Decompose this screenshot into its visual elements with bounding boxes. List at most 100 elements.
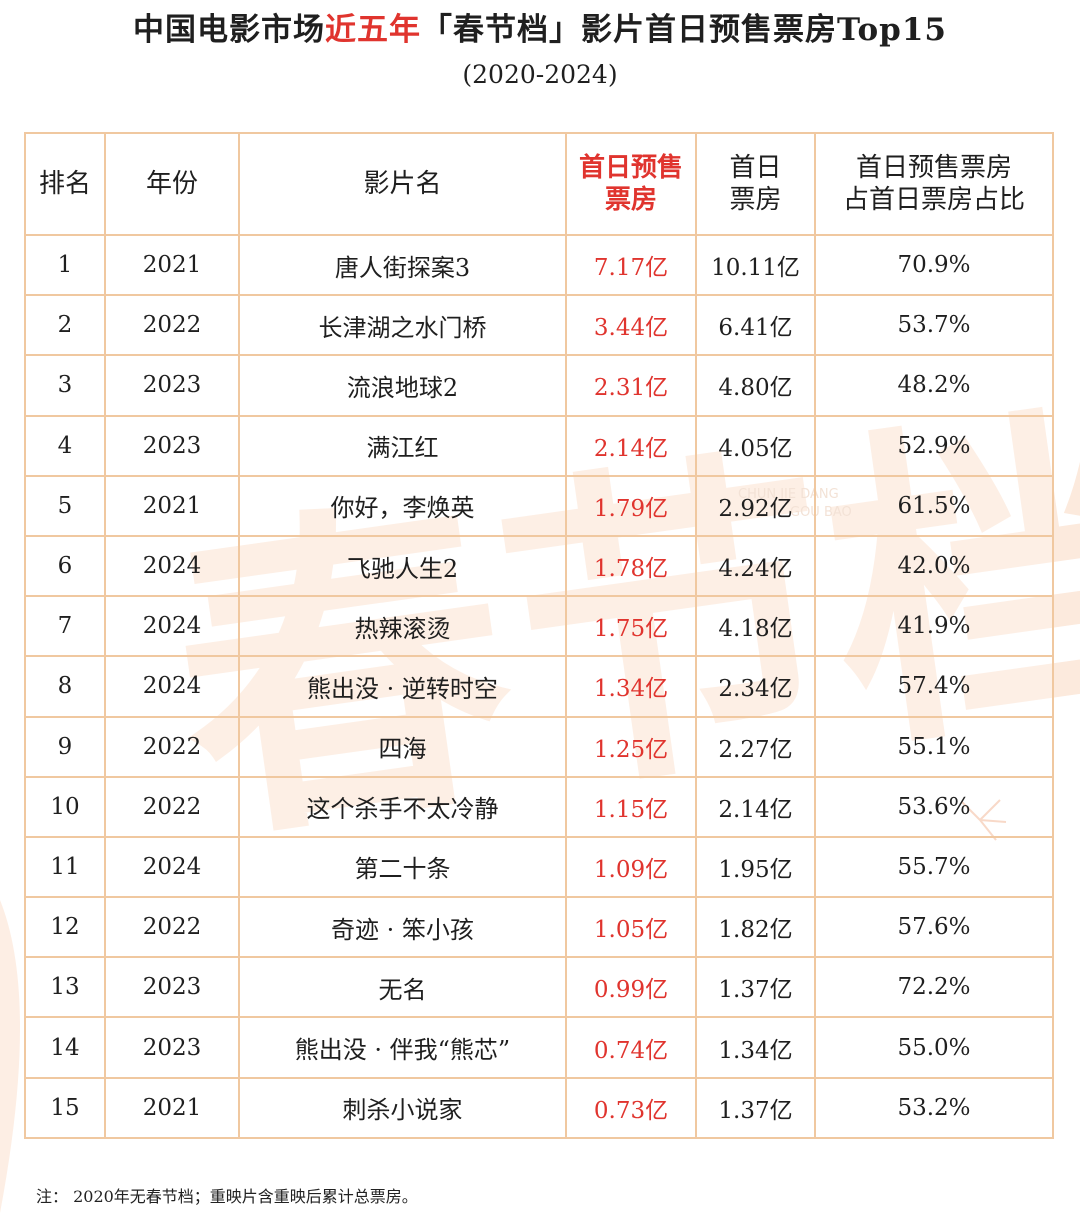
title-highlight: 近五年 xyxy=(324,12,421,48)
cell-ratio: 48.2% xyxy=(814,354,1054,417)
cell-year: 2023 xyxy=(104,414,240,477)
table-row: 14 2023 熊出没 · 伴我“熊芯” 0.74亿 1.34亿 55.0% xyxy=(24,1016,1054,1079)
cell-firstday: 1.37亿 xyxy=(695,1076,816,1139)
cell-firstday: 2.14亿 xyxy=(695,775,816,838)
cell-year: 2022 xyxy=(104,715,240,778)
cell-presale: 1.15亿 xyxy=(565,775,697,838)
cell-film: 你好，李焕英 xyxy=(238,474,567,537)
cell-year: 2022 xyxy=(104,294,240,357)
header-col-rank: 排名 xyxy=(24,132,106,236)
cell-rank: 3 xyxy=(24,354,106,417)
cell-presale: 0.99亿 xyxy=(565,956,697,1019)
table-body: 1 2021 唐人街探案3 7.17亿 10.11亿 70.9% 2 2022 长津湖之水门桥 3… xyxy=(24,233,1054,1139)
table-row: 4 2023 满江红 2.14亿 4.05亿 52.9% xyxy=(24,414,1054,477)
cell-year: 2022 xyxy=(104,775,240,838)
cell-film: 第二十条 xyxy=(238,835,567,899)
cell-ratio: 61.5% xyxy=(814,474,1054,537)
cell-rank: 12 xyxy=(24,896,106,959)
cell-presale: 0.74亿 xyxy=(565,1016,697,1079)
cell-film: 无名 xyxy=(238,956,567,1019)
cell-film: 奇迹 · 笨小孩 xyxy=(238,896,567,959)
cell-film: 长津湖之水门桥 xyxy=(238,294,567,357)
cell-rank: 4 xyxy=(24,414,106,477)
cell-rank: 11 xyxy=(24,835,106,899)
box-office-table: 排名 年份 影片名 首日预售 票房 首日 票房 首日预售票房 占首日票房占比 1 2021 唐… xyxy=(24,132,1054,1139)
cell-year: 2021 xyxy=(104,233,240,297)
cell-firstday: 4.80亿 xyxy=(695,354,816,417)
header-col-firstday: 首日 票房 xyxy=(695,132,816,236)
cell-firstday: 4.05亿 xyxy=(695,414,816,477)
table-row: 3 2023 流浪地球2 2.31亿 4.80亿 48.2% xyxy=(24,354,1054,417)
table-row: 12 2022 奇迹 · 笨小孩 1.05亿 1.82亿 57.6% xyxy=(24,896,1054,959)
cell-year: 2024 xyxy=(104,595,240,658)
cell-rank: 6 xyxy=(24,534,106,598)
cell-ratio: 57.6% xyxy=(814,896,1054,959)
cell-year: 2023 xyxy=(104,1016,240,1079)
cell-film: 流浪地球2 xyxy=(238,354,567,417)
cell-year: 2024 xyxy=(104,655,240,718)
cell-year: 2024 xyxy=(104,835,240,899)
table-header-row: 排名 年份 影片名 首日预售 票房 首日 票房 首日预售票房 占首日票房占比 xyxy=(24,132,1054,236)
cell-year: 2021 xyxy=(104,1076,240,1139)
cell-firstday: 4.18亿 xyxy=(695,595,816,658)
cell-rank: 9 xyxy=(24,715,106,778)
cell-ratio: 53.6% xyxy=(814,775,1054,838)
cell-ratio: 53.2% xyxy=(814,1076,1054,1139)
cell-film: 刺杀小说家 xyxy=(238,1076,567,1139)
cell-rank: 5 xyxy=(24,474,106,537)
cell-presale: 1.05亿 xyxy=(565,896,697,959)
cell-film: 四海 xyxy=(238,715,567,778)
page-subtitle: (2020-2024) xyxy=(462,60,618,89)
cell-ratio: 41.9% xyxy=(814,595,1054,658)
cell-firstday: 1.37亿 xyxy=(695,956,816,1019)
header-col-presale: 首日预售 票房 xyxy=(565,132,697,236)
cell-firstday: 1.34亿 xyxy=(695,1016,816,1079)
cell-presale: 2.31亿 xyxy=(565,354,697,417)
cell-rank: 10 xyxy=(24,775,106,838)
cell-rank: 8 xyxy=(24,655,106,718)
table-row: 9 2022 四海 1.25亿 2.27亿 55.1% xyxy=(24,715,1054,778)
cell-rank: 15 xyxy=(24,1076,106,1139)
cell-ratio: 72.2% xyxy=(814,956,1054,1019)
cell-firstday: 2.27亿 xyxy=(695,715,816,778)
cell-year: 2022 xyxy=(104,896,240,959)
cell-film: 热辣滚烫 xyxy=(238,595,567,658)
cell-film: 飞驰人生2 xyxy=(238,534,567,598)
cell-firstday: 1.95亿 xyxy=(695,835,816,899)
cell-ratio: 42.0% xyxy=(814,534,1054,598)
cell-film: 唐人街探案3 xyxy=(238,233,567,297)
cell-presale: 1.09亿 xyxy=(565,835,697,899)
cell-presale: 1.79亿 xyxy=(565,474,697,537)
cell-year: 2023 xyxy=(104,354,240,417)
cell-firstday: 10.11亿 xyxy=(695,233,816,297)
cell-firstday: 2.34亿 xyxy=(695,655,816,718)
cell-firstday: 1.82亿 xyxy=(695,896,816,959)
table-row: 11 2024 第二十条 1.09亿 1.95亿 55.7% xyxy=(24,835,1054,899)
cell-presale: 3.44亿 xyxy=(565,294,697,357)
cell-ratio: 53.7% xyxy=(814,294,1054,357)
header-col-ratio: 首日预售票房 占首日票房占比 xyxy=(814,132,1054,236)
cell-ratio: 52.9% xyxy=(814,414,1054,477)
cell-presale: 1.34亿 xyxy=(565,655,697,718)
cell-year: 2023 xyxy=(104,956,240,1019)
cell-ratio: 55.0% xyxy=(814,1016,1054,1079)
table-row: 13 2023 无名 0.99亿 1.37亿 72.2% xyxy=(24,956,1054,1019)
cell-firstday: 6.41亿 xyxy=(695,294,816,357)
cell-ratio: 57.4% xyxy=(814,655,1054,718)
table-row: 6 2024 飞驰人生2 1.78亿 4.24亿 42.0% xyxy=(24,534,1054,598)
table-row: 7 2024 热辣滚烫 1.75亿 4.18亿 41.9% xyxy=(24,595,1054,658)
cell-rank: 1 xyxy=(24,233,106,297)
cell-presale: 1.75亿 xyxy=(565,595,697,658)
header-col-year: 年份 xyxy=(104,132,240,236)
table-row: 15 2021 刺杀小说家 0.73亿 1.37亿 53.2% xyxy=(24,1076,1054,1139)
cell-presale: 2.14亿 xyxy=(565,414,697,477)
cell-presale: 1.25亿 xyxy=(565,715,697,778)
cell-presale: 0.73亿 xyxy=(565,1076,697,1139)
cell-firstday: 2.92亿 xyxy=(695,474,816,537)
cell-film: 这个杀手不太冷静 xyxy=(238,775,567,838)
cell-ratio: 70.9% xyxy=(814,233,1054,297)
cell-presale: 7.17亿 xyxy=(565,233,697,297)
table-row: 5 2021 你好，李焕英 1.79亿 2.92亿 61.5% xyxy=(24,474,1054,537)
cell-rank: 7 xyxy=(24,595,106,658)
cell-film: 满江红 xyxy=(238,414,567,477)
